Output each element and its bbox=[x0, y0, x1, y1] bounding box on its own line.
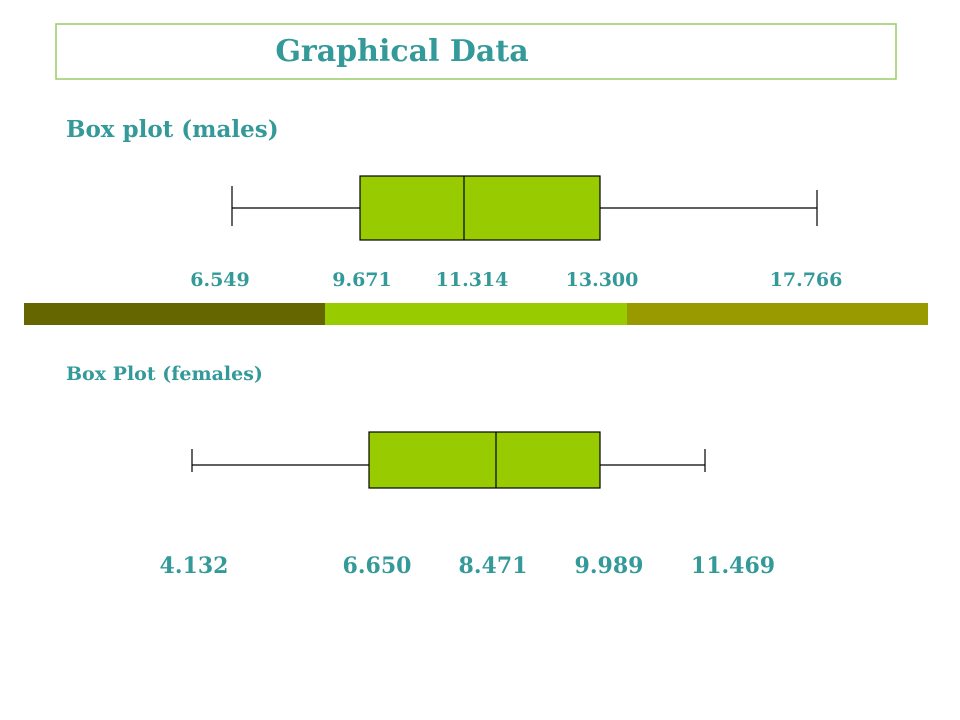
value-label: 11.469 bbox=[691, 553, 775, 579]
value-label: 8.471 bbox=[459, 553, 528, 579]
box bbox=[359, 175, 601, 241]
title-frame bbox=[55, 23, 897, 80]
value-label: 11.314 bbox=[436, 269, 509, 291]
value-label: 13.300 bbox=[566, 269, 639, 291]
value-labels: 4.132 6.650 8.471 9.989 11.469 bbox=[160, 553, 776, 579]
value-label: 6.650 bbox=[343, 553, 412, 579]
slide-title: Graphical Data bbox=[275, 34, 528, 69]
male-box-plot bbox=[231, 175, 818, 241]
divider-segment bbox=[24, 303, 325, 325]
value-label: 9.989 bbox=[575, 553, 644, 579]
section-label: Box Plot (females) bbox=[66, 363, 263, 385]
female-box-plot bbox=[191, 431, 706, 489]
value-labels: 6.549 9.671 11.314 13.300 17.766 bbox=[190, 269, 842, 291]
value-label: 4.132 bbox=[160, 553, 229, 579]
divider-segment bbox=[627, 303, 928, 325]
section-label: Box plot (males) bbox=[66, 116, 279, 143]
value-label: 17.766 bbox=[770, 269, 843, 291]
value-label: 9.671 bbox=[332, 269, 392, 291]
box bbox=[368, 431, 601, 489]
value-label: 6.549 bbox=[190, 269, 250, 291]
divider-segment bbox=[325, 303, 627, 325]
